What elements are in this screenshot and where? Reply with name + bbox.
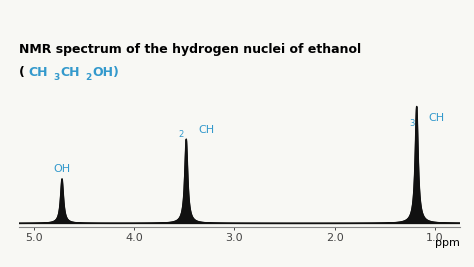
- Text: CH: CH: [198, 125, 214, 135]
- Text: 3: 3: [409, 119, 415, 128]
- Text: 3: 3: [54, 73, 60, 82]
- Text: 2: 2: [85, 73, 91, 82]
- Text: CH: CH: [28, 66, 48, 78]
- Text: NMR spectrum of the hydrogen nuclei of ethanol: NMR spectrum of the hydrogen nuclei of e…: [19, 43, 361, 56]
- Text: CH: CH: [60, 66, 80, 78]
- Text: 2: 2: [179, 130, 184, 139]
- Text: OH: OH: [54, 164, 71, 174]
- Text: CH: CH: [428, 113, 445, 123]
- Text: ppm: ppm: [435, 238, 460, 248]
- Text: (: (: [19, 66, 25, 78]
- Text: OH): OH): [92, 66, 119, 78]
